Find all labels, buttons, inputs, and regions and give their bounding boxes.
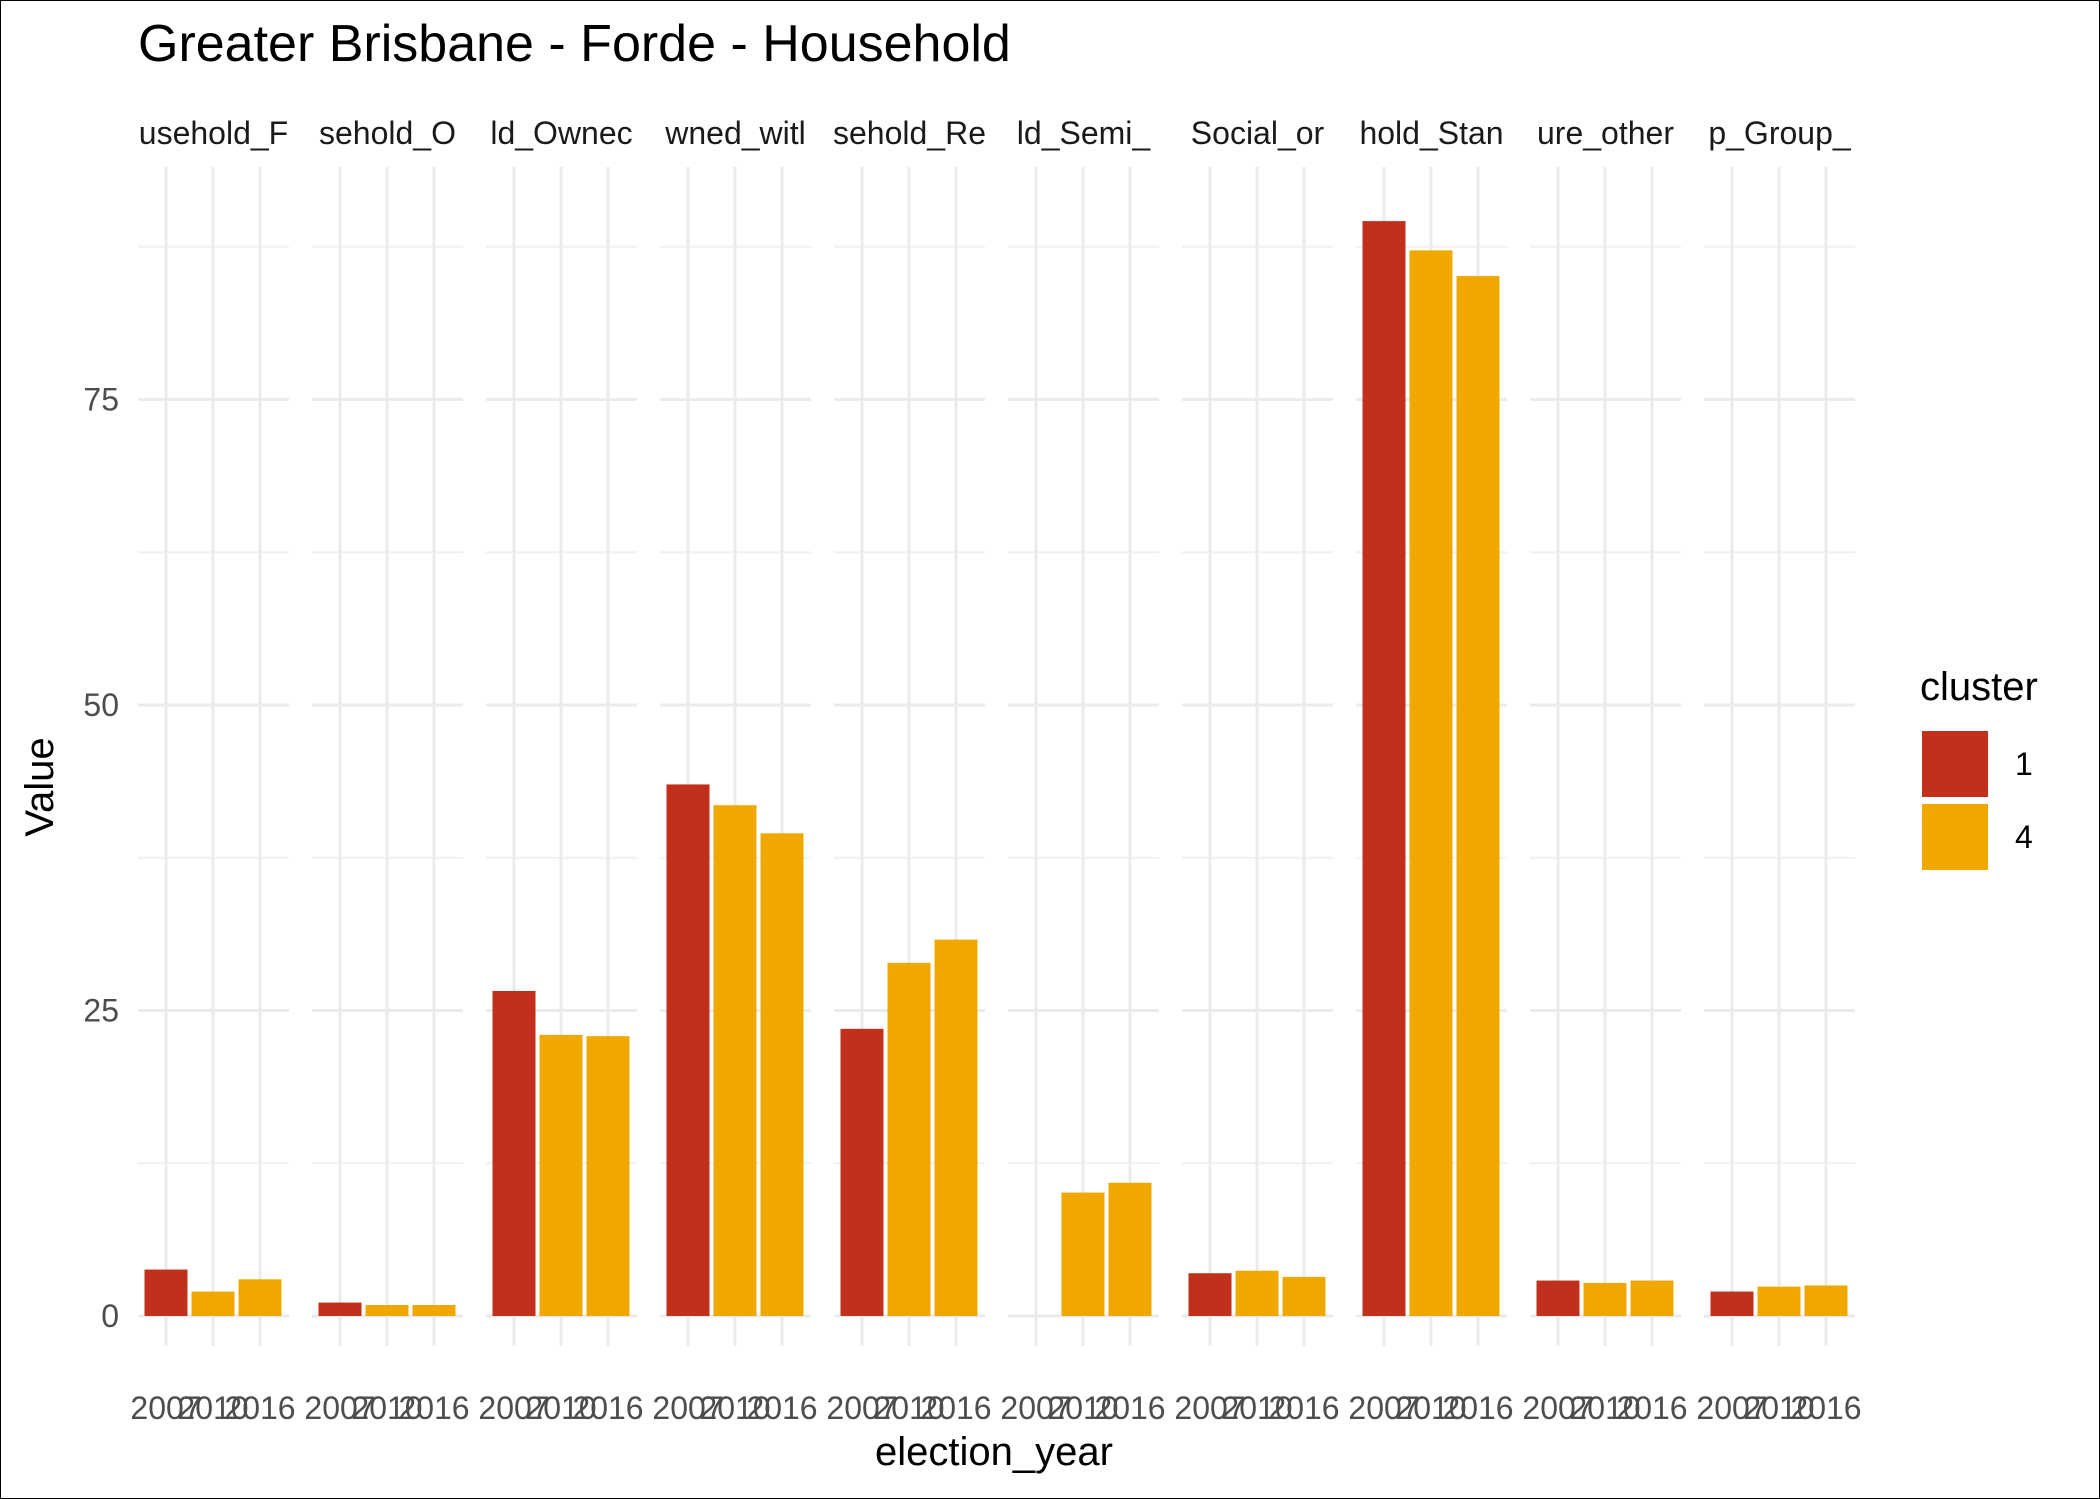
y-tick-label: 75 xyxy=(83,382,119,418)
bar xyxy=(760,833,804,1316)
x-tick-label: 2016 xyxy=(1790,1390,1861,1426)
facet-strip-label: ld_Semi_ xyxy=(1017,115,1152,151)
bar xyxy=(840,1028,884,1316)
y-tick-label: 0 xyxy=(101,1298,119,1334)
facet-strip-label: wned_witl xyxy=(664,115,806,151)
facet-strip-label: usehold_F xyxy=(139,115,288,151)
facet-strips: usehold_F sehold_O ld_Ownec wned_witl sehold… xyxy=(139,115,1852,151)
x-tick-label: 2010 xyxy=(1047,1390,1118,1426)
legend-key-cluster-4 xyxy=(1922,804,1988,870)
bar xyxy=(365,1305,409,1316)
bar xyxy=(934,939,978,1316)
grid-layer xyxy=(138,167,1855,1346)
legend-title: cluster xyxy=(1920,665,2038,709)
x-tick-label: 2016 xyxy=(1442,1390,1513,1426)
x-tick-label: 2016 xyxy=(1268,1390,1339,1426)
bar xyxy=(191,1291,235,1316)
x-tick-label: 2010 xyxy=(1743,1390,1814,1426)
y-tick-label: 25 xyxy=(83,993,119,1029)
x-tick-label: 2016 xyxy=(572,1390,643,1426)
x-tick-label: 2016 xyxy=(1616,1390,1687,1426)
bar xyxy=(144,1269,188,1316)
bar xyxy=(318,1302,362,1316)
legend-key-cluster-1 xyxy=(1922,731,1988,797)
bar xyxy=(539,1034,583,1316)
bar xyxy=(1583,1283,1627,1316)
facet-strip-label: ld_Ownec xyxy=(490,115,632,151)
legend-label-cluster-1: 1 xyxy=(2015,746,2033,782)
x-tick-label: 2007 xyxy=(826,1390,897,1426)
x-tick-label: 2010 xyxy=(177,1390,248,1426)
x-tick-label: 2010 xyxy=(1395,1390,1466,1426)
x-tick-label: 2016 xyxy=(398,1390,469,1426)
x-tick-label: 2016 xyxy=(1094,1390,1165,1426)
x-tick-label: 2016 xyxy=(224,1390,295,1426)
bar xyxy=(1061,1192,1105,1316)
bar xyxy=(586,1036,630,1316)
x-tick-label: 2007 xyxy=(478,1390,549,1426)
bar xyxy=(887,962,931,1316)
facet-strip-label: p_Group_ xyxy=(1708,115,1852,151)
bar xyxy=(1188,1273,1232,1316)
x-tick-label: 2007 xyxy=(1348,1390,1419,1426)
bar xyxy=(1456,276,1500,1316)
x-tick-label: 2007 xyxy=(1000,1390,1071,1426)
legend-label-cluster-4: 4 xyxy=(2015,819,2033,855)
facet-strip-label: ure_other xyxy=(1537,115,1674,151)
facet-strip-label: sehold_Re xyxy=(833,115,986,151)
bar xyxy=(1108,1182,1152,1316)
bar xyxy=(1804,1285,1848,1316)
bar xyxy=(1235,1270,1279,1316)
chart-title: Greater Brisbane - Forde - Household xyxy=(138,15,1011,73)
bar xyxy=(1409,250,1453,1316)
bar xyxy=(412,1305,456,1316)
x-tick-label: 2010 xyxy=(1569,1390,1640,1426)
facet-strip-label: sehold_O xyxy=(319,115,456,151)
bar xyxy=(713,805,757,1316)
x-tick-label: 2016 xyxy=(920,1390,991,1426)
legend: cluster 1 4 xyxy=(1920,665,2038,870)
bar xyxy=(666,784,710,1316)
bar xyxy=(1282,1276,1326,1316)
x-tick-label: 2007 xyxy=(652,1390,723,1426)
y-tick-label: 50 xyxy=(83,687,119,723)
bar xyxy=(1630,1280,1674,1316)
bar xyxy=(1362,221,1406,1316)
y-axis-ticks: 0 25 50 75 xyxy=(83,382,119,1335)
x-tick-label: 2010 xyxy=(873,1390,944,1426)
facet-strip-label: Social_or xyxy=(1191,115,1325,151)
x-tick-label: 2016 xyxy=(746,1390,817,1426)
bar xyxy=(1536,1280,1580,1316)
x-tick-label: 2010 xyxy=(525,1390,596,1426)
bar xyxy=(492,990,536,1316)
x-tick-label: 2007 xyxy=(304,1390,375,1426)
bars-layer xyxy=(144,221,1848,1316)
x-axis-title: election_year xyxy=(875,1430,1113,1474)
x-tick-label: 2010 xyxy=(699,1390,770,1426)
x-tick-label: 2007 xyxy=(1696,1390,1767,1426)
x-tick-label: 2007 xyxy=(1174,1390,1245,1426)
bar xyxy=(1710,1291,1754,1316)
bar xyxy=(1757,1286,1801,1316)
x-tick-label: 2007 xyxy=(130,1390,201,1426)
facet-strip-label: hold_Stan xyxy=(1359,115,1503,151)
x-tick-label: 2010 xyxy=(1221,1390,1292,1426)
bar xyxy=(238,1279,282,1316)
x-tick-label: 2010 xyxy=(351,1390,422,1426)
y-axis-title: Value xyxy=(18,737,62,836)
x-tick-label: 2007 xyxy=(1522,1390,1593,1426)
